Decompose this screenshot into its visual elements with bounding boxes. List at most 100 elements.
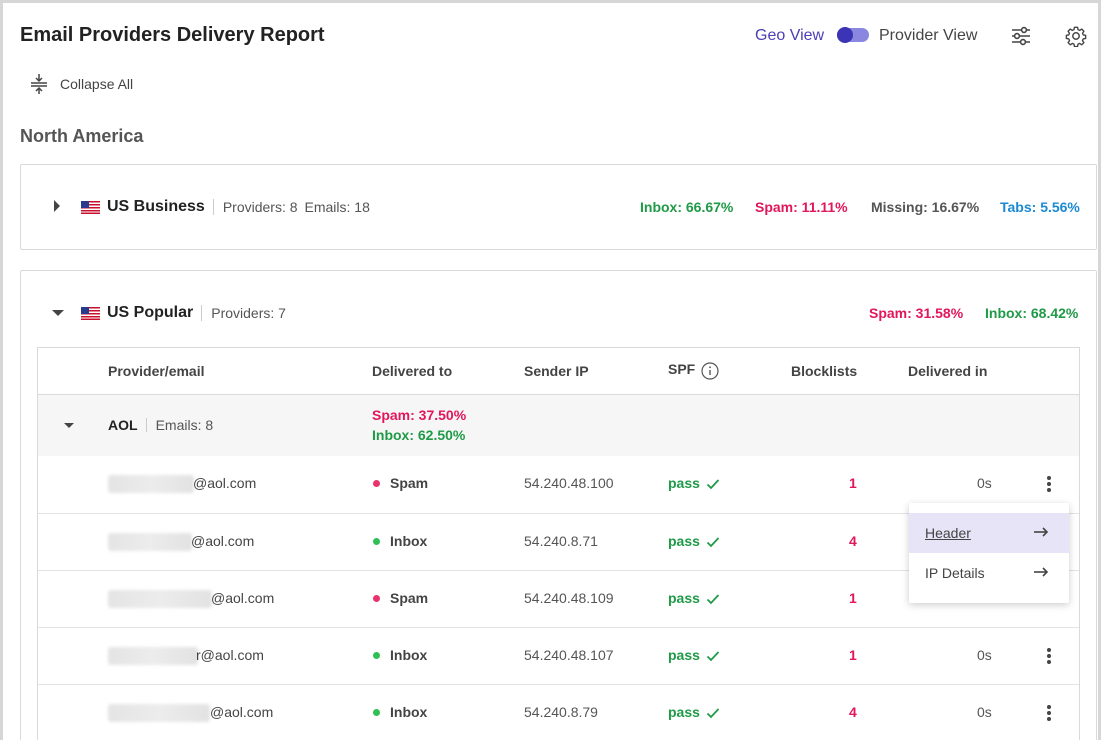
email-domain: @aol.com (210, 704, 274, 720)
delivered-to: Spam (390, 590, 429, 606)
delivered-to: Inbox (390, 647, 428, 663)
check-icon (706, 651, 720, 662)
spam-dot-icon (373, 595, 380, 602)
spam-dot-icon (373, 480, 380, 487)
redacted-email-mask (108, 704, 210, 722)
header-divider (38, 394, 1079, 395)
divider (212, 199, 214, 215)
group-name: US Popular (107, 304, 194, 321)
collapse-caret-icon[interactable] (64, 423, 74, 428)
column-header-spf[interactable]: SPF (668, 361, 696, 377)
tabs-stat: Tabs: 5.56% (1000, 199, 1080, 215)
provider-header: AOL Emails: 8 (108, 416, 213, 434)
provider-table: Provider/email Delivered to Sender IP SP… (37, 347, 1080, 740)
spam-stat: Spam: 11.11% (755, 199, 848, 215)
redacted-email-mask (108, 533, 192, 551)
table-row: @aol.com Inbox 54.240.8.79 pass 4 0s (38, 684, 1079, 740)
spf-status: pass (668, 647, 700, 663)
row-context-menu: Header IP Details (909, 503, 1069, 603)
column-header-blocklists[interactable]: Blocklists (791, 363, 858, 379)
redacted-email-mask (108, 475, 194, 493)
gear-icon[interactable] (1064, 24, 1088, 48)
group-header-us-popular[interactable]: US Popular Providers: 7 (81, 303, 286, 323)
group-header-us-business[interactable]: US Business Providers: 8 Emails: 18 (81, 197, 370, 217)
provider-name: AOL (108, 417, 138, 433)
delivered-to: Inbox (390, 704, 428, 720)
email-domain: @aol.com (211, 590, 275, 606)
group-name: US Business (107, 198, 205, 215)
delivered-in: 0s (977, 704, 992, 720)
toggle-knob (837, 27, 853, 43)
email-domain: r@aol.com (196, 647, 264, 663)
column-header-delivered-to[interactable]: Delivered to (372, 363, 453, 379)
arrow-right-icon (1034, 567, 1049, 577)
blocklists-count[interactable]: 4 (849, 533, 857, 549)
inbox-stat: Inbox: 66.67% (640, 199, 734, 215)
us-flag-icon (81, 306, 100, 320)
delivered-in: 0s (977, 647, 992, 663)
group-card-us-business (20, 164, 1097, 250)
us-flag-icon (81, 200, 100, 214)
column-header-delivered-in[interactable]: Delivered in (908, 363, 988, 379)
delivered-to: Spam (390, 475, 429, 491)
check-icon (706, 708, 720, 719)
menu-item-header[interactable]: Header (909, 513, 1069, 553)
inbox-stat: Inbox: 68.42% (985, 305, 1079, 321)
spf-status: pass (668, 533, 700, 549)
check-icon (706, 479, 720, 490)
spf-status: pass (668, 704, 700, 720)
expand-caret-icon[interactable] (54, 200, 60, 212)
sender-ip: 54.240.8.71 (524, 533, 598, 549)
missing-stat: Missing: 16.67% (871, 199, 980, 215)
check-icon (706, 537, 720, 548)
inbox-dot-icon (373, 709, 380, 716)
column-header-sender-ip[interactable]: Sender IP (524, 363, 589, 379)
table-row: @aol.com Inbox 54.240.8.71 pass 4 (38, 513, 1079, 570)
collapse-icon (31, 74, 47, 94)
page-title: Email Providers Delivery Report (20, 24, 325, 46)
blocklists-count[interactable]: 4 (849, 704, 857, 720)
provider-emails-count: Emails: 8 (155, 417, 214, 433)
providers-count: Providers: 7 (211, 305, 286, 321)
table-row: r@aol.com Inbox 54.240.48.107 pass 1 0s (38, 627, 1079, 684)
spf-status: pass (668, 590, 700, 606)
spf-status: pass (668, 475, 700, 491)
region-title: North America (20, 126, 144, 146)
more-actions-icon[interactable] (1047, 705, 1051, 723)
redacted-email-mask (108, 590, 212, 608)
more-actions-icon[interactable] (1047, 648, 1051, 666)
email-domain: @aol.com (193, 475, 257, 491)
geo-view-label[interactable]: Geo View (755, 27, 825, 44)
provider-row-aol[interactable] (38, 395, 1079, 456)
sender-ip: 54.240.8.79 (524, 704, 598, 720)
blocklists-count[interactable]: 1 (849, 590, 857, 606)
menu-item-ip-details[interactable]: IP Details (909, 553, 1069, 593)
check-icon (706, 594, 720, 605)
provider-spam-stat: Spam: 37.50% (372, 407, 467, 423)
providers-count: Providers: 8 (222, 199, 298, 215)
sender-ip: 54.240.48.100 (524, 475, 614, 491)
inbox-dot-icon (373, 652, 380, 659)
info-icon[interactable] (701, 362, 719, 385)
table-row: @aol.com Spam 54.240.48.100 pass 1 0s (38, 456, 1079, 513)
blocklists-count[interactable]: 1 (849, 475, 857, 491)
collapse-all-label: Collapse All (60, 76, 134, 92)
view-toggle[interactable] (837, 27, 869, 43)
more-actions-icon[interactable] (1047, 476, 1051, 494)
collapse-all-button[interactable]: Collapse All (30, 73, 133, 95)
blocklists-count[interactable]: 1 (849, 647, 857, 663)
filter-sliders-icon[interactable] (1009, 24, 1033, 48)
redacted-email-mask (108, 647, 198, 665)
email-domain: @aol.com (191, 533, 255, 549)
column-header-provider[interactable]: Provider/email (108, 363, 205, 379)
sender-ip: 54.240.48.109 (524, 590, 614, 606)
provider-inbox-stat: Inbox: 62.50% (372, 427, 466, 443)
spam-stat: Spam: 31.58% (869, 305, 964, 321)
collapse-caret-icon[interactable] (52, 310, 64, 316)
table-row: @aol.com Spam 54.240.48.109 pass 1 (38, 570, 1079, 627)
arrow-right-icon (1034, 527, 1049, 537)
provider-view-label[interactable]: Provider View (879, 27, 978, 44)
menu-item-label: Header (925, 525, 971, 541)
delivered-in: 0s (977, 475, 992, 491)
